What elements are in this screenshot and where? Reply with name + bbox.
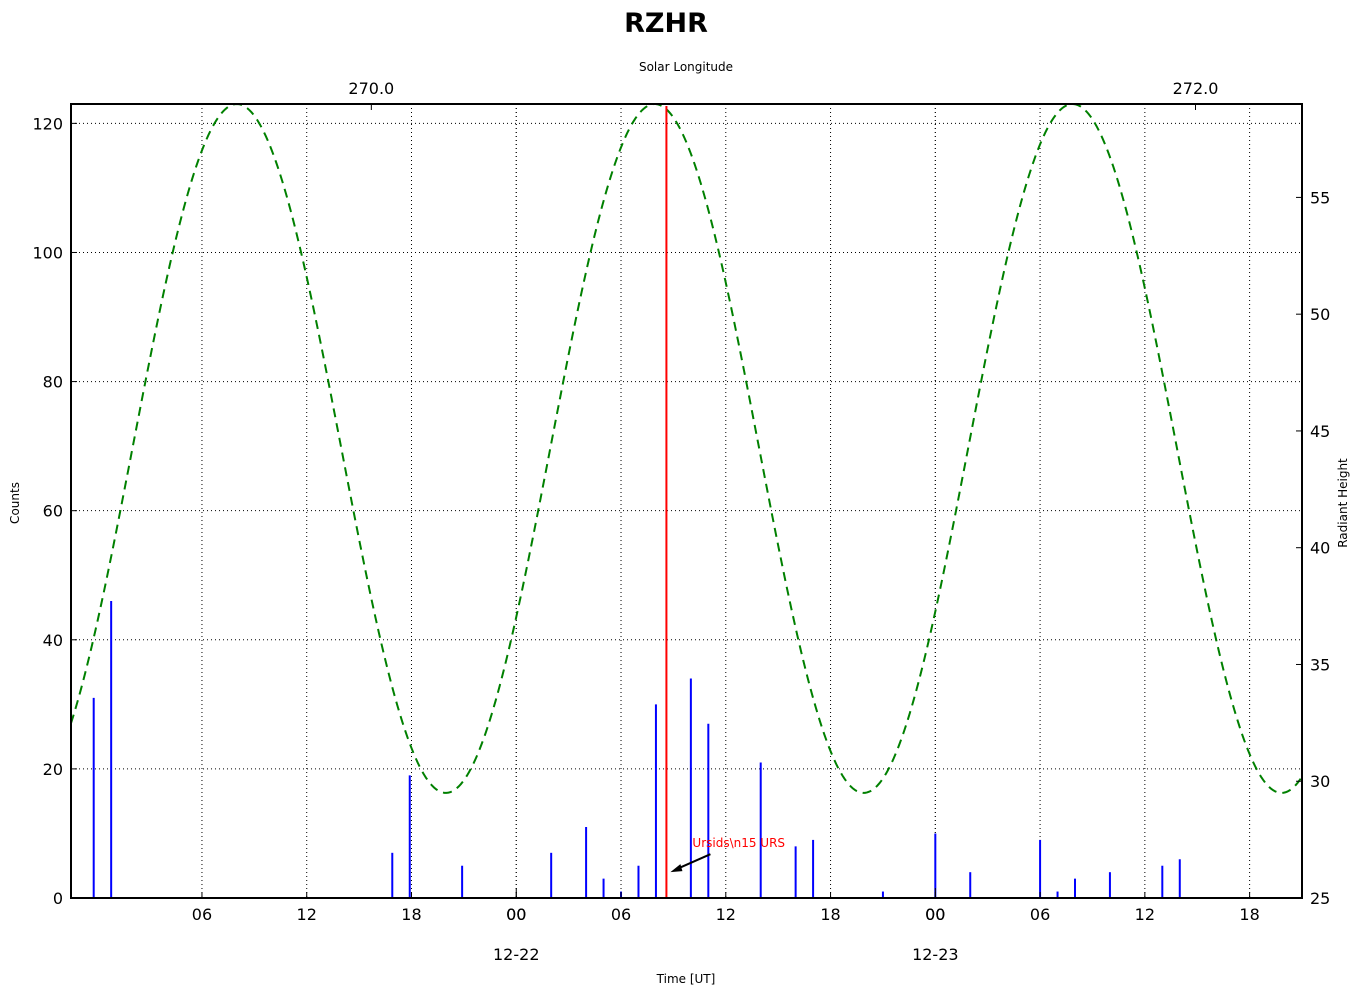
date-label: 12-22	[493, 945, 540, 964]
bottom-tick-label: 18	[1239, 905, 1259, 924]
left-tick-label: 20	[43, 760, 63, 779]
y-axis-label-left: Counts	[8, 482, 22, 524]
bottom-tick-label: 18	[401, 905, 421, 924]
right-tick-label: 50	[1310, 305, 1330, 324]
plot-frame	[70, 103, 1303, 899]
bottom-tick-label: 00	[925, 905, 945, 924]
left-tick-label: 40	[43, 631, 63, 650]
grid-lines	[71, 104, 1302, 898]
left-tick-label: 0	[53, 889, 63, 908]
bottom-tick-label: 00	[506, 905, 526, 924]
bottom-tick-label: 06	[192, 905, 212, 924]
counts-series	[92, 601, 1181, 898]
y-axis-label-right: Radiant Height	[1336, 458, 1350, 548]
left-tick-label: 120	[32, 114, 63, 133]
bottom-tick-label: 12	[297, 905, 317, 924]
bottom-tick-label: 06	[611, 905, 631, 924]
radiant-height-line	[70, 102, 1303, 794]
bottom-tick-label: 12	[716, 905, 736, 924]
bottom-tick-label: 18	[820, 905, 840, 924]
right-tick-label: 25	[1310, 889, 1330, 908]
annotation-arrow-shaft	[676, 853, 711, 871]
axis-ticks: 0 20 40 60 80 100 120 25 30 35 40 45 50 55 06 12 18 00 06 1…	[32, 79, 1330, 964]
bottom-tick-label: 12	[1135, 905, 1155, 924]
top-axis-label: Solar Longitude	[639, 60, 733, 74]
left-tick-label: 60	[43, 502, 63, 521]
chart-title: RZHR	[624, 8, 708, 39]
left-tick-label: 80	[43, 373, 63, 392]
top-tick-label: 272.0	[1173, 79, 1219, 98]
date-label: 12-23	[912, 945, 959, 964]
right-tick-label: 30	[1310, 772, 1330, 791]
right-tick-label: 35	[1310, 655, 1330, 674]
annotation-label: Ursids\n15 URS	[692, 836, 785, 850]
radiant-height-series	[70, 102, 1303, 794]
x-axis-label: Time [UT]	[656, 972, 716, 986]
right-tick-label: 40	[1310, 539, 1330, 558]
bottom-tick-label: 00	[506, 905, 526, 924]
right-tick-label: 55	[1310, 188, 1330, 207]
annotation-arrowhead	[670, 864, 683, 873]
shower-marker: Ursids\n15 URS	[665, 106, 785, 898]
right-tick-label: 45	[1310, 422, 1330, 441]
bottom-tick-label: 00	[925, 905, 945, 924]
left-tick-label: 100	[32, 243, 63, 262]
top-tick-label: 270.0	[348, 79, 394, 98]
bottom-tick-label: 06	[1030, 905, 1050, 924]
